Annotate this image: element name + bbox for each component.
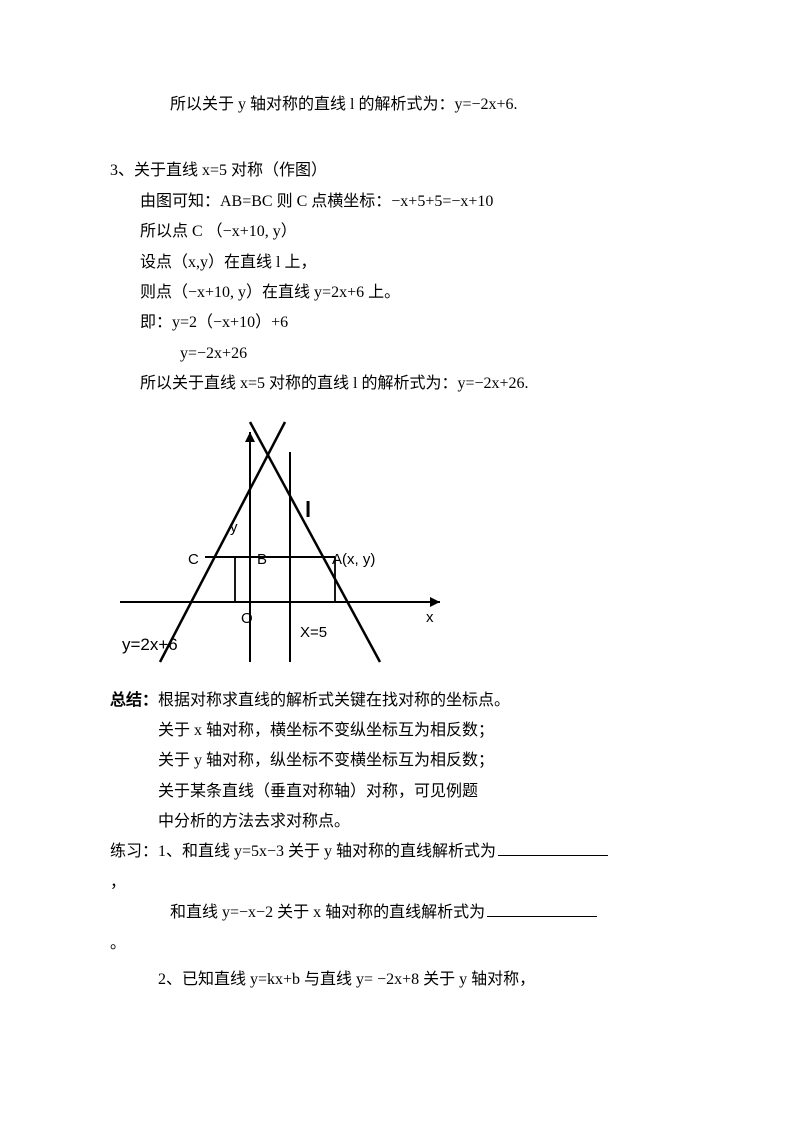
summary-s3: 关于某条直线（垂直对称轴）对称，可见例题	[110, 777, 690, 807]
q3-l3: 设点（x,y）在直线 l 上，	[110, 248, 690, 278]
practice-block: 练习：1、和直线 y=5x−3 关于 y 轴对称的直线解析式为 ， 和直线 y=…	[110, 837, 690, 995]
practice-comma: ，	[110, 868, 690, 898]
intro-line: 所以关于 y 轴对称的直线 l 的解析式为：y=−2x+6.	[110, 90, 690, 120]
blank-1	[498, 840, 608, 856]
summary-s1: 关于 x 轴对称，横坐标不变纵坐标互为相反数；	[110, 716, 690, 746]
practice-2: 2、已知直线 y=kx+b 与直线 y= −2x+8 关于 y 轴对称，	[110, 965, 690, 995]
practice-1a: 练习：1、和直线 y=5x−3 关于 y 轴对称的直线解析式为	[110, 843, 496, 860]
q3-l6: y=−2x+26	[110, 339, 690, 369]
label-x: x	[426, 609, 434, 626]
q3-title: 3、关于直线 x=5 对称（作图）	[110, 156, 690, 186]
q3-l7: 所以关于直线 x=5 对称的直线 l 的解析式为：y=−2x+26.	[110, 369, 690, 399]
blank-2	[487, 901, 597, 917]
label-l: l	[305, 497, 311, 522]
label-y: y	[230, 519, 238, 536]
q3-l4: 则点（−x+10, y）在直线 y=2x+6 上。	[110, 278, 690, 308]
summary-block: 总结：根据对称求直线的解析式关键在找对称的坐标点。 关于 x 轴对称，横坐标不变…	[110, 686, 690, 838]
summary-s4: 中分析的方法去求对称点。	[110, 807, 690, 837]
q3-l1: 由图可知：AB=BC 则 C 点横坐标：−x+5+5=−x+10	[110, 187, 690, 217]
summary-head-line: 总结：根据对称求直线的解析式关键在找对称的坐标点。	[110, 686, 690, 716]
label-eq2: X=5	[300, 624, 327, 641]
label-O: O	[241, 610, 253, 627]
label-B: B	[257, 551, 267, 568]
practice-1b: 和直线 y=−x−2 关于 x 轴对称的直线解析式为	[170, 904, 485, 921]
symmetry-diagram: y x l O C B A(x, y) y=2x+6 X=5	[110, 412, 690, 672]
summary-s2: 关于 y 轴对称，纵坐标不变横坐标互为相反数；	[110, 746, 690, 776]
label-A: A(x, y)	[332, 551, 375, 568]
summary-head: 总结：	[110, 692, 158, 709]
summary-s0: 根据对称求直线的解析式关键在找对称的坐标点。	[158, 692, 510, 709]
q3-l2: 所以点 C （−x+10, y）	[110, 217, 690, 247]
question-3: 3、关于直线 x=5 对称（作图） 由图可知：AB=BC 则 C 点横坐标：−x…	[110, 156, 690, 399]
q3-l5: 即：y=2（−x+10）+6	[110, 308, 690, 338]
label-C: C	[188, 551, 199, 568]
practice-period: 。	[110, 929, 690, 959]
label-eq1: y=2x+6	[122, 635, 178, 654]
practice-1a-line: 练习：1、和直线 y=5x−3 关于 y 轴对称的直线解析式为	[110, 837, 690, 867]
practice-1b-line: 和直线 y=−x−2 关于 x 轴对称的直线解析式为	[110, 898, 690, 928]
